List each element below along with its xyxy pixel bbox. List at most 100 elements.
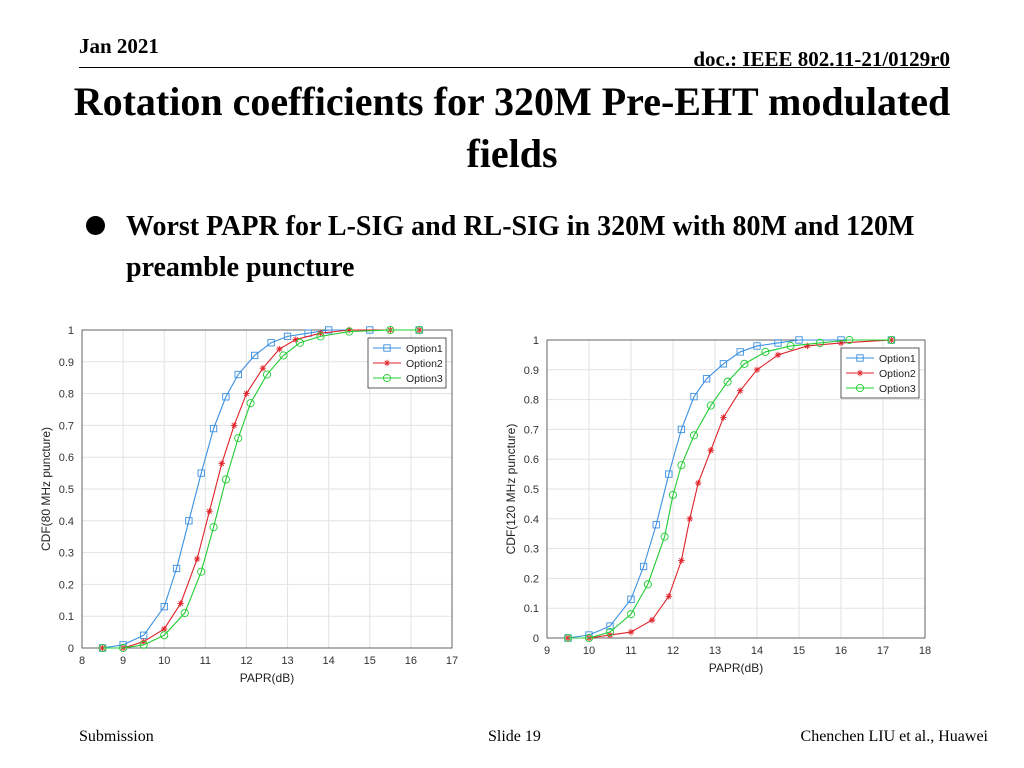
chart1-ytick-label: 0.4 <box>59 516 74 528</box>
chart2-point-option2 <box>627 628 635 636</box>
chart1-point-option3 <box>119 643 128 653</box>
chart2-xtick-label: 16 <box>835 645 847 657</box>
chart1-point-option3 <box>221 475 230 484</box>
chart1-xtick-label: 9 <box>120 655 126 667</box>
chart2-series-option3 <box>563 335 896 643</box>
chart1-xlabel: PAPR(dB) <box>240 671 294 685</box>
chart2-legend-marker <box>855 383 865 393</box>
chart1-point-option2 <box>193 555 201 563</box>
chart2-point-option2 <box>678 557 685 564</box>
chart1-legend-marker <box>383 359 391 367</box>
chart2-axes-frame <box>546 339 926 639</box>
chart1-ytick-label: 0 <box>68 643 74 655</box>
chart2-point-option3 <box>677 461 686 470</box>
chart1-point-option1 <box>209 424 218 433</box>
chart2-legend-marker <box>856 369 864 377</box>
chart1-ylabel: CDF(80 MHz puncture) <box>40 427 53 551</box>
chart2-xtick-label: 15 <box>793 645 805 657</box>
chart2-point-option2 <box>753 366 761 373</box>
chart2-point-option3 <box>643 580 652 589</box>
chart1-legend-label: Option3 <box>406 373 443 385</box>
chart1-point-option2 <box>218 460 225 467</box>
chart1-xtick-label: 13 <box>281 655 293 667</box>
chart2-point-option1 <box>690 392 698 401</box>
chart1-ytick-label: 0.3 <box>59 548 74 560</box>
chart1-point-option3 <box>386 325 395 335</box>
chart1-point-option3 <box>197 567 206 576</box>
chart1-point-option2 <box>206 508 213 515</box>
chart2-point-option1 <box>702 375 711 383</box>
chart1-point-option2 <box>230 422 238 429</box>
chart2-point-option3 <box>660 532 669 541</box>
chart2-ytick-label: 0.7 <box>524 424 539 436</box>
chart2-point-option2 <box>774 351 782 359</box>
slide-title: Rotation coefficients for 320M Pre-EHT m… <box>73 79 951 176</box>
chart1-legend-marker <box>382 373 392 383</box>
chart2-point-option2 <box>606 631 614 639</box>
chart2-ytick-label: 0 <box>533 633 539 645</box>
chart1-point-option2 <box>276 345 283 353</box>
chart2-xtick-label: 14 <box>751 645 763 657</box>
chart1-legend-label: Option2 <box>406 358 443 370</box>
chart1-point-option1 <box>251 351 259 360</box>
chart2-point-option3 <box>786 341 795 351</box>
chart2-point-option2 <box>888 336 895 344</box>
chart2-point-option3 <box>689 431 699 440</box>
chart1-point-option2 <box>292 336 299 343</box>
chart1-xtick-label: 8 <box>79 655 85 667</box>
chart2-point-option3 <box>723 377 732 386</box>
chart2-point-option3 <box>887 335 896 345</box>
chart1-point-option1 <box>160 603 168 611</box>
chart2-ytick-label: 0.6 <box>524 454 539 466</box>
chart1-point-option1 <box>222 393 230 401</box>
chart1-point-option3 <box>262 370 272 379</box>
chart1-legend-marker <box>383 344 391 352</box>
chart1-line-option1 <box>102 329 420 649</box>
chart2-point-option2 <box>720 414 727 421</box>
chart1-xtick-label: 15 <box>364 655 376 667</box>
chart1-ytick-label: 0.6 <box>59 452 74 464</box>
chart2-point-option2 <box>737 387 744 394</box>
chart2-point-option2 <box>665 593 672 600</box>
chart2-line-option1 <box>567 339 892 639</box>
chart2-point-option3 <box>740 359 749 368</box>
chart2-point-option2 <box>686 515 693 522</box>
chart1-point-option1 <box>267 339 275 347</box>
chart2-point-option3 <box>584 633 594 643</box>
chart1-point-option3 <box>345 327 354 336</box>
chart2-point-option1 <box>736 348 744 356</box>
bullet-text: Worst PAPR for L-SIG and RL-SIG in 320M … <box>126 211 915 283</box>
chart2-point-option3 <box>626 610 636 619</box>
chart2-xtick-label: 10 <box>583 645 595 657</box>
chart2-xtick-label: 12 <box>667 645 679 657</box>
chart2-point-option2 <box>837 339 845 347</box>
chart2-ylabel: CDF(120 MHz puncture) <box>505 424 518 555</box>
chart2-point-option3 <box>706 401 715 410</box>
chart2-line-option3 <box>568 339 892 639</box>
chart2-point-option3 <box>761 347 770 356</box>
chart2-point-option1 <box>795 336 803 344</box>
chart2-xtick-label: 13 <box>709 645 721 657</box>
chart2-xtick-label: 18 <box>919 645 931 657</box>
chart1-ytick-label: 0.2 <box>59 579 74 591</box>
chart1-ytick-label: 0.1 <box>59 611 74 623</box>
chart1-xtick-label: 12 <box>240 655 252 667</box>
chart1-xtick-label: 10 <box>158 655 170 667</box>
chart2-legend-label: Option3 <box>879 383 916 395</box>
chart1-ytick-label: 0.5 <box>59 484 74 496</box>
chart1-point-option2 <box>177 600 184 607</box>
chart1-ytick-label: 0.7 <box>59 420 74 432</box>
chart2-legend-marker <box>856 354 864 362</box>
chart1-axes-frame <box>81 329 453 649</box>
chart2-point-option2 <box>648 616 656 624</box>
chart1-series-option3 <box>98 325 424 653</box>
chart1-point-option3 <box>295 338 304 347</box>
chart1-point-option1 <box>234 370 242 379</box>
chart2-point-option1 <box>606 622 614 630</box>
chart2-xtick-label: 9 <box>544 645 550 657</box>
chart2-point-option3 <box>605 627 615 637</box>
chart2-point-option1 <box>677 425 686 434</box>
chart1-point-option3 <box>246 399 255 408</box>
chart2-point-option3 <box>815 338 825 348</box>
bullet-dot-icon <box>86 216 105 235</box>
